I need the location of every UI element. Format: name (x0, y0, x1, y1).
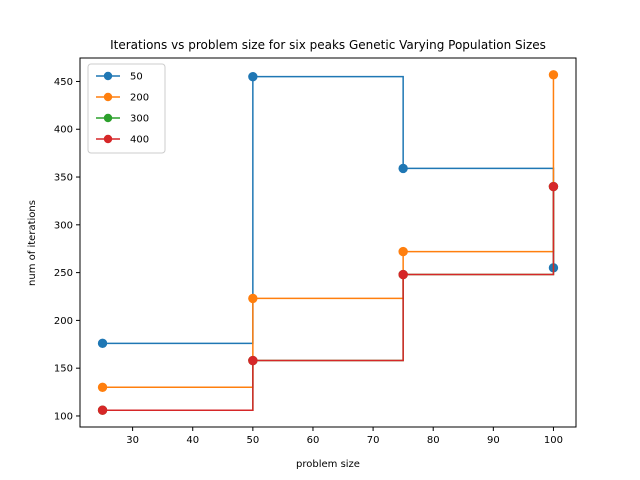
y-axis: 100 150 200 250 300 350 400 450 (54, 77, 80, 422)
y-tick-label-450: 450 (54, 77, 73, 88)
data-point-50-25 (97, 338, 108, 349)
legend-marker-400 (103, 134, 113, 144)
data-point-200-50 (248, 293, 258, 304)
data-point-50-75 (398, 163, 408, 174)
chart-title: Iterations vs problem size for six peaks… (110, 38, 546, 52)
x-tick-label-30: 30 (126, 435, 139, 446)
data-point-400-25 (97, 405, 108, 415)
y-tick-label-200: 200 (54, 316, 73, 327)
data-point-50-50 (248, 71, 258, 82)
y-tick-label-350: 350 (54, 173, 73, 184)
y-tick-label-300: 300 (54, 220, 73, 231)
x-tick-label-40: 40 (186, 435, 199, 446)
x-tick-label-100: 100 (544, 435, 563, 446)
x-axis-label: problem size (296, 459, 360, 470)
legend-label-50: 50 (130, 72, 143, 83)
x-tick-label-90: 90 (487, 435, 500, 446)
legend-box (87, 63, 166, 154)
x-tick-label-70: 70 (367, 435, 380, 446)
legend-label-200: 200 (130, 93, 149, 104)
data-point-200-25 (97, 382, 108, 392)
data-point-400-50 (248, 355, 258, 366)
x-tick-label-80: 80 (427, 435, 440, 446)
data-point-200-100 (548, 70, 559, 80)
y-tick-label-150: 150 (54, 364, 73, 375)
data-point-400-100 (548, 181, 559, 192)
y-tick-label-400: 400 (54, 125, 73, 136)
axes-frame (79, 57, 577, 428)
x-tick-label-60: 60 (307, 435, 320, 446)
legend-label-400: 400 (130, 135, 149, 146)
y-tick-label-250: 250 (54, 268, 73, 279)
legend-marker-50 (103, 71, 113, 81)
legend-marker-300 (103, 113, 113, 123)
legend-marker-200 (103, 92, 113, 102)
y-tick-label-100: 100 (54, 411, 73, 422)
y-axis-label: num of iterations (27, 200, 38, 286)
x-axis: 30 40 50 60 70 80 90 100 (126, 427, 563, 446)
legend-label-300: 300 (130, 114, 149, 125)
series-line-400 (102, 186, 555, 411)
legend: 50 200 300 400 (87, 63, 166, 154)
data-point-200-75 (398, 246, 408, 257)
data-point-400-75 (398, 269, 408, 280)
x-tick-label-50: 50 (246, 435, 259, 446)
